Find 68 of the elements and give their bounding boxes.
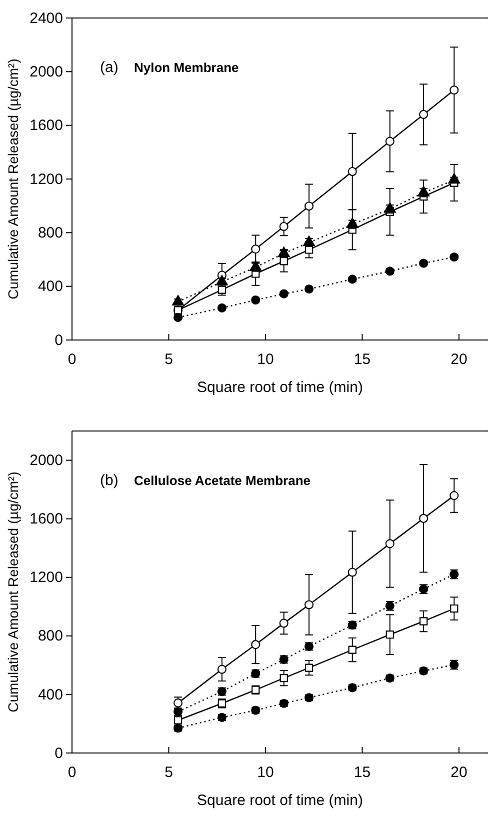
point [304, 664, 314, 672]
y-tick-label: 2400 [30, 10, 63, 27]
point [173, 312, 183, 322]
point [348, 646, 356, 654]
y-tick-label: 800 [38, 224, 63, 242]
point [348, 568, 357, 577]
point [419, 514, 428, 523]
y-axis-title: Cumulative Amount Released (µg/cm²) [5, 58, 21, 300]
x-axis-title: Square root of time (min) [197, 792, 363, 809]
x-tick-label: 20 [450, 764, 468, 781]
point [174, 716, 182, 724]
point [304, 202, 314, 211]
annotation: Cellulose Acetate Membrane [134, 473, 311, 488]
annotation: (b) [100, 472, 118, 489]
point [450, 252, 459, 262]
point [386, 630, 394, 639]
point [279, 618, 288, 628]
x-tick-label: 15 [354, 764, 371, 781]
x-axis-title: Square root of time (min) [197, 379, 363, 396]
y-tick-label: 400 [38, 686, 63, 704]
point [419, 258, 428, 268]
point [251, 640, 260, 650]
point [348, 166, 357, 176]
point [217, 303, 226, 312]
y-tick-label: 400 [38, 278, 63, 296]
point [385, 136, 394, 146]
point [304, 600, 314, 610]
point [280, 674, 288, 682]
point [251, 244, 260, 254]
y-tick-label: 2000 [30, 63, 63, 80]
point [419, 617, 428, 626]
y-axis-title: Cumulative Amount Released (µg/cm²) [5, 472, 21, 712]
x-tick-label: 5 [164, 351, 173, 368]
y-tick-label: 1200 [30, 170, 63, 188]
annotation: Nylon Membrane [134, 60, 239, 75]
y-tick-label: 1600 [30, 117, 63, 134]
point [384, 202, 396, 213]
point [279, 289, 288, 298]
x-tick-label: 0 [68, 764, 76, 781]
y-tick-label: 1600 [30, 510, 63, 528]
point [172, 295, 184, 306]
point [450, 86, 459, 95]
x-tick-label: 15 [354, 351, 371, 368]
y-tick-label: 1200 [30, 569, 63, 586]
point [448, 173, 460, 184]
x-tick-label: 5 [164, 764, 173, 781]
point [450, 604, 458, 613]
y-tick-label: 0 [54, 332, 63, 349]
point [385, 266, 394, 276]
x-tick-label: 20 [450, 351, 468, 368]
point [217, 664, 226, 674]
point [216, 275, 228, 286]
point [173, 698, 183, 708]
point [419, 110, 428, 119]
point [304, 284, 314, 294]
point [385, 539, 394, 548]
point [450, 491, 459, 500]
y-tick-label: 2000 [30, 452, 63, 470]
y-tick-label: 0 [54, 744, 63, 762]
point [418, 186, 430, 196]
y-tick-label: 800 [38, 628, 63, 645]
point [348, 274, 357, 284]
point [279, 222, 288, 232]
annotation: (a) [100, 59, 118, 76]
x-tick-label: 10 [257, 351, 274, 368]
point [251, 295, 260, 305]
x-tick-label: 10 [257, 764, 274, 781]
x-tick-label: 0 [68, 351, 76, 368]
